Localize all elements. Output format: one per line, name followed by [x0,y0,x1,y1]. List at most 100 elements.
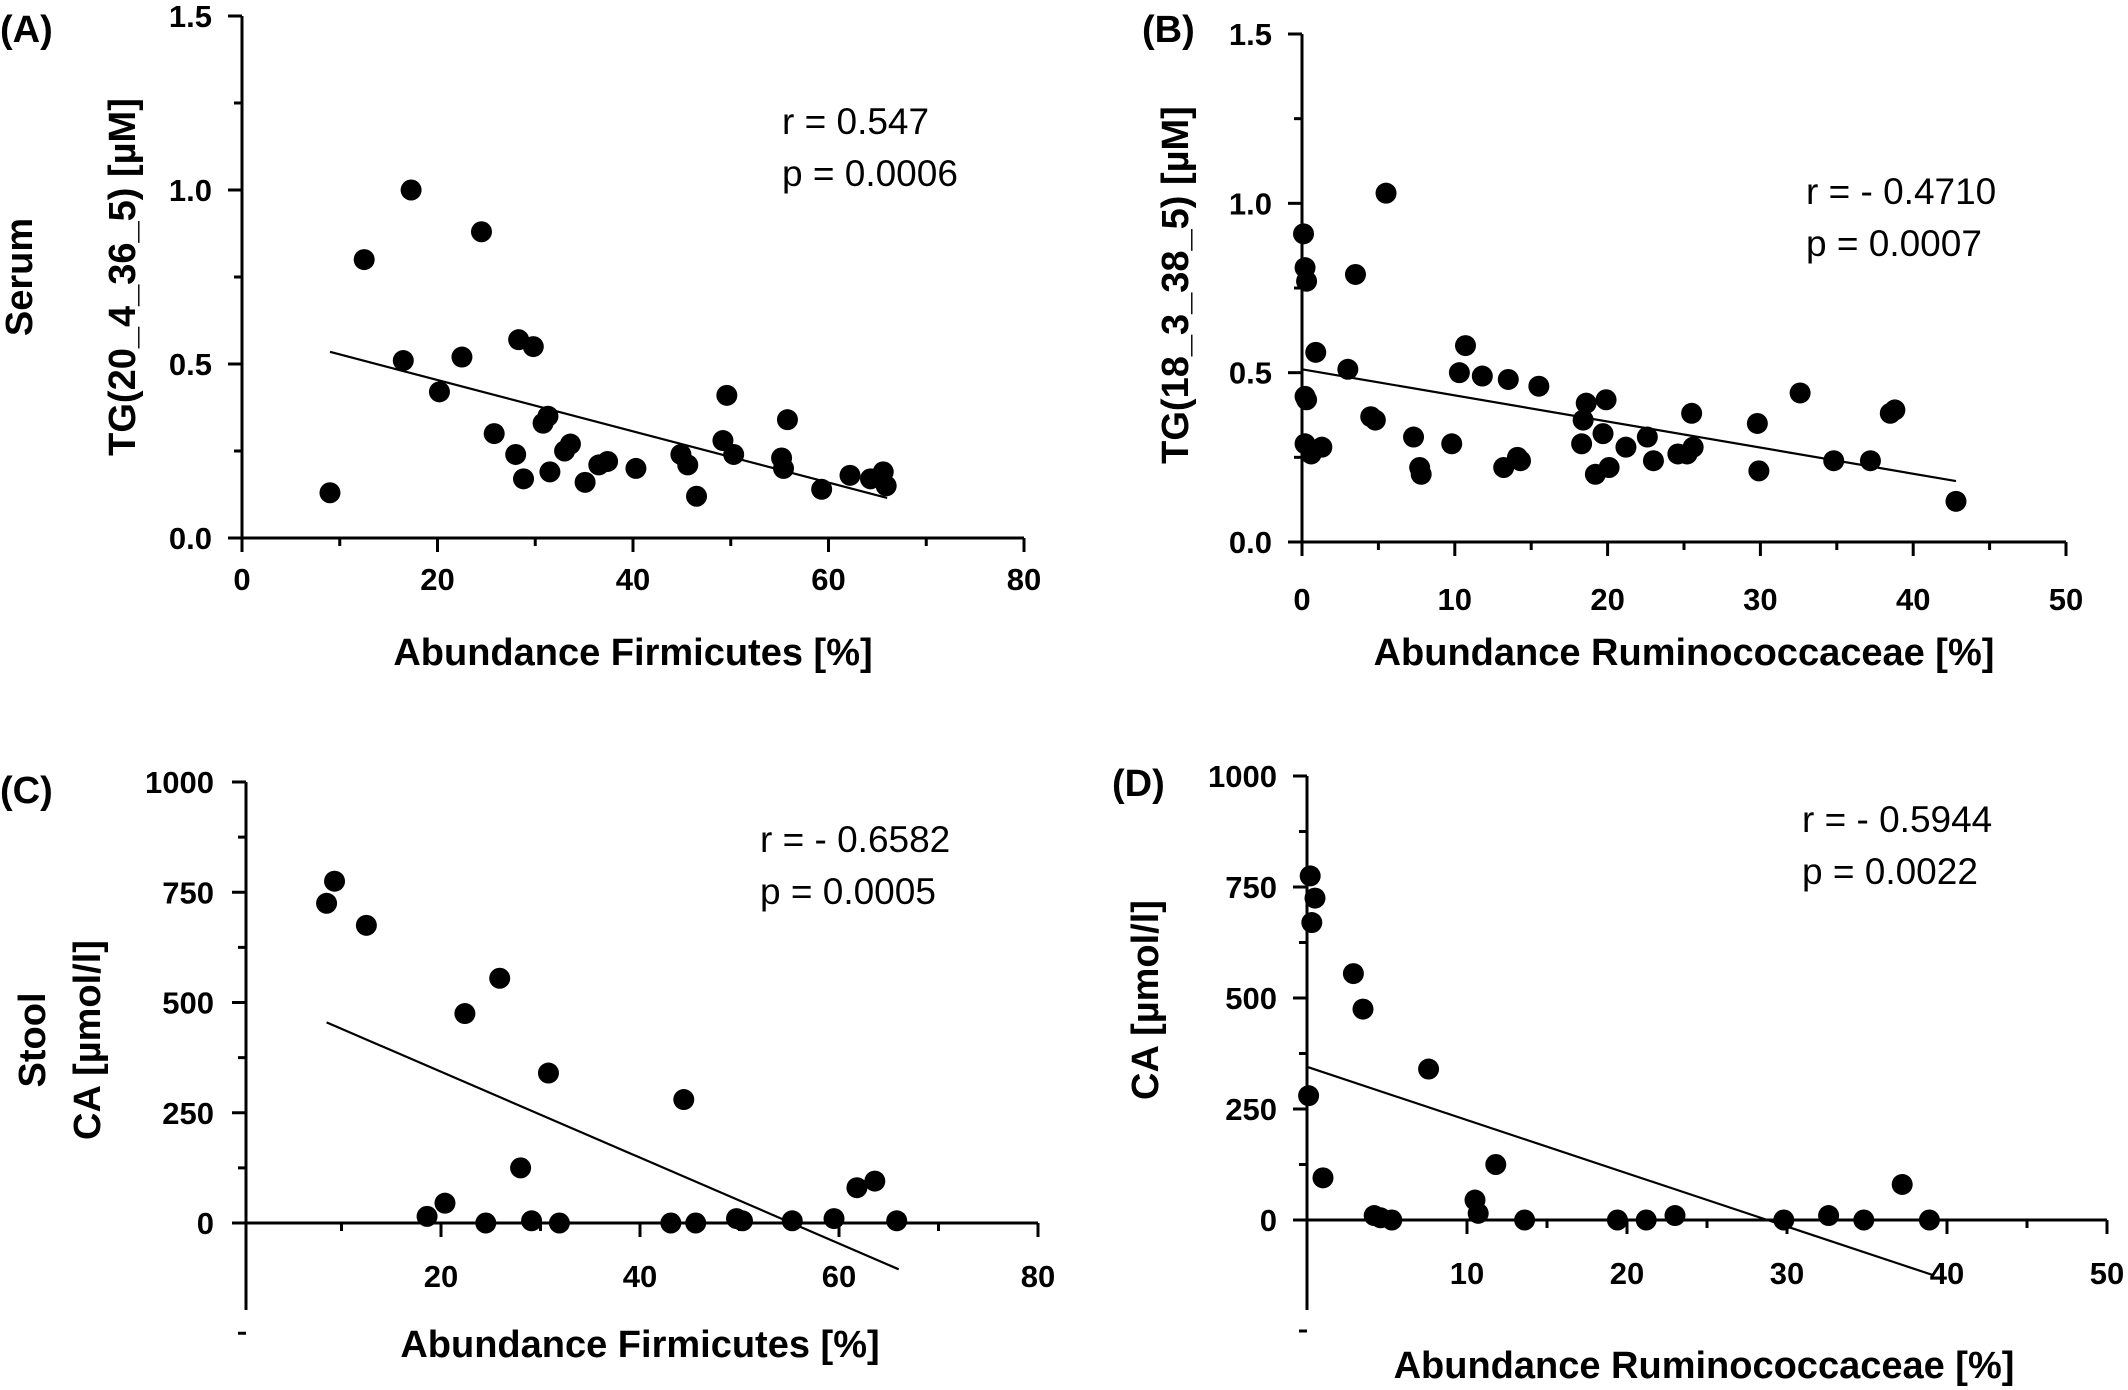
y-tick-label: 750 [1225,870,1277,905]
x-tick-label: 50 [2049,582,2083,617]
data-point [886,1210,908,1232]
data-point [1311,436,1333,458]
x-tick-label: 50 [2090,1256,2124,1291]
data-point [677,454,699,476]
data-point [392,350,414,372]
data-point [1598,456,1620,478]
correlation-r: r = - 0.4710 [1806,171,1996,212]
data-point [723,443,745,465]
data-point [1485,1154,1507,1175]
y-tick-label: 0 [197,1206,214,1241]
data-point [505,443,527,465]
x-tick-label: 80 [1007,562,1041,597]
x-tick-label: 60 [822,1259,856,1294]
data-point [559,433,581,455]
y-tick-label: 0.5 [169,347,212,382]
data-point [1441,433,1463,455]
data-point [731,1210,753,1232]
y-tick-label: 500 [1225,981,1277,1016]
x-tick-label: 40 [1896,582,1930,617]
x-axis-title: Abundance Ruminococcaceae [%] [1394,1345,2015,1387]
regression-line [1306,1065,1935,1277]
data-point [451,346,473,368]
data-point [537,1062,559,1084]
data-point [625,457,647,479]
data-point [1615,436,1637,458]
data-point [521,1210,543,1232]
correlation-r: r = - 0.6582 [760,819,950,860]
data-point [846,1177,868,1199]
panel-a: 0.0 0.5 1.0 1.5 0 20 40 60 80 (A) r = 0.547 p = 0.0… [0,0,1041,674]
data-point [1773,1209,1795,1231]
data-point [1301,912,1323,934]
data-point [324,870,346,892]
p-value: p = 0.0005 [760,871,936,912]
panel-b: 0.0 0.5 1.0 1.5 0 10 20 30 40 50 (B) r = - 0.4710 p … [1142,9,2083,674]
data-point [685,1212,707,1234]
y-tick-label: 1.5 [1229,17,1272,52]
x-tick-label: 20 [1610,1256,1644,1291]
data-point [1410,463,1432,485]
data-point [1823,450,1845,472]
regression-line [1301,368,1957,483]
data-point [1352,998,1374,1020]
data-point [811,478,833,500]
y-tick-label: 1000 [145,765,214,800]
y-tick-label: 1.5 [169,0,212,34]
data-point [1853,1209,1875,1231]
data-point [1296,270,1318,292]
p-value: p = 0.0006 [782,153,958,194]
data-point [316,892,338,914]
y-tick-label: 1.0 [169,173,212,208]
data-point [510,1157,532,1179]
data-point [1664,1205,1686,1227]
x-tick-label: 20 [420,562,454,597]
data-point [1293,223,1315,245]
data-point [1304,887,1326,909]
x-tick-label: 0 [1293,582,1310,617]
data-point [776,409,798,431]
data-point [353,249,375,271]
data-point [1606,1209,1628,1231]
panel-label: (B) [1142,9,1195,51]
data-point [1789,382,1811,404]
data-point [1497,368,1519,390]
y-tick-label: 0 [1260,1203,1277,1238]
data-point [1682,436,1704,458]
x-tick-label: 0 [233,562,250,597]
data-point [1403,426,1425,448]
data-point [1375,182,1397,204]
data-point [319,482,341,504]
data-point [1528,375,1550,397]
x-tick-label: 40 [1930,1256,1964,1291]
data-point [1467,1202,1489,1224]
data-point [539,461,561,483]
data-point [1344,263,1366,285]
data-point [875,475,897,497]
x-tick-label: 40 [616,562,650,597]
data-point [1337,358,1359,380]
data-point [1635,1209,1657,1231]
panel-c: 0 250 500 750 1000 20 40 60 80 (C) r = - 0.6582 p =… [0,765,1055,1366]
data-point [1296,389,1318,411]
data-point [1891,1173,1913,1195]
y-tick-label: 0.0 [169,521,212,556]
x-tick-label: 30 [1743,582,1777,617]
correlation-r: r = - 0.5944 [1802,799,1992,840]
x-axis-title: Abundance Ruminococcaceae [%] [1374,632,1995,674]
data-point [660,1212,682,1234]
data-point [1454,335,1476,357]
data-point [716,384,738,406]
data-point [1859,450,1881,472]
data-point [1748,460,1770,482]
y-tick-label: 1.0 [1229,186,1272,221]
x-axis-title: Abundance Firmicutes [%] [393,632,872,674]
data-point [1364,409,1386,431]
x-tick-label: 60 [811,562,845,597]
regression-line [329,350,888,500]
row-label: Stool [12,993,54,1088]
data-point [522,336,544,358]
y-tick-label: 250 [162,1096,214,1131]
data-point [864,1170,886,1192]
